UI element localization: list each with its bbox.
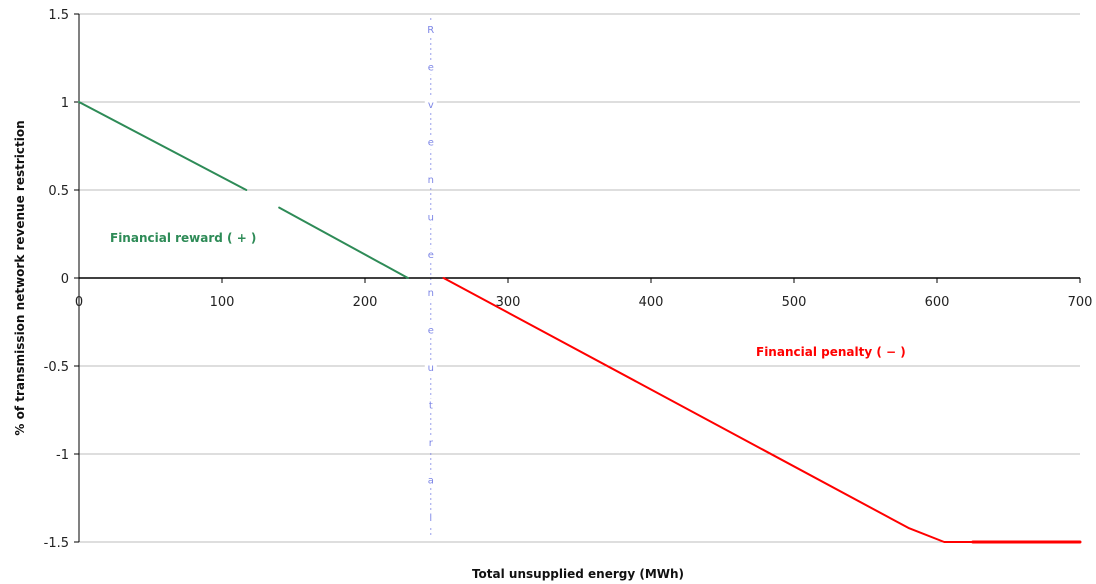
x-tick-label: 700 — [1068, 295, 1093, 310]
neutral-letter: n — [428, 288, 434, 299]
revenue-neutral-band: Re v e n u e n e u t r a l — [424, 18, 437, 538]
neutral-letter: u — [428, 363, 434, 374]
x-tick-label: 0 — [75, 295, 83, 310]
neutral-letter-bg — [424, 473, 437, 488]
neutral-letter: a — [428, 475, 434, 486]
neutral-letter-bg — [424, 285, 437, 300]
neutral-letter-bg — [424, 98, 437, 113]
y-tick-label: 1.5 — [48, 8, 69, 23]
neutral-letter-bg — [424, 360, 437, 375]
x-axis-label: Total unsupplied energy (MWh) — [472, 567, 684, 581]
neutral-letter: e — [428, 250, 434, 261]
neutral-letter-bg — [424, 173, 437, 188]
neutral-letter: v — [428, 100, 434, 111]
neutral-letter: l — [429, 513, 432, 524]
neutral-letter-bg — [424, 398, 437, 413]
x-tick-label: 500 — [782, 295, 807, 310]
y-tick-label: -1 — [56, 448, 69, 463]
neutral-letter: e — [428, 325, 434, 336]
neutral-letter-bg — [424, 135, 437, 150]
reward-line-segment — [278, 206, 409, 279]
neutral-letter-bg — [424, 248, 437, 263]
tick-labels: 1.5 1 0.5 0 -0.5 -1 -1.5 0 100 200 300 400 500 600 700 — [44, 8, 1093, 551]
series-lines — [78, 101, 1082, 544]
y-tick-label: -0.5 — [44, 360, 69, 375]
neutral-letter: u — [428, 213, 434, 224]
neutral-letter-bg — [424, 210, 437, 225]
neutral-letter-bg — [424, 435, 437, 450]
neutral-letter-bg — [424, 511, 437, 525]
axes — [74, 13, 1081, 543]
x-tick-label: 100 — [210, 295, 235, 310]
x-tick-label: 300 — [496, 295, 521, 310]
neutral-letter: R — [427, 25, 434, 36]
penalty-line-segment — [442, 277, 974, 543]
neutral-letter: e — [428, 138, 434, 149]
y-tick-label: 0.5 — [48, 184, 69, 199]
x-tick-label: 600 — [925, 295, 950, 310]
neutral-letter: n — [428, 175, 434, 186]
neutral-letter: e — [428, 63, 434, 74]
x-tick-label: 200 — [353, 295, 378, 310]
y-tick-label: 1 — [61, 96, 69, 111]
x-tick-label: 400 — [639, 295, 664, 310]
neutral-letter-bg — [424, 60, 437, 75]
y-tick-label: -1.5 — [44, 536, 69, 551]
y-tick-label: 0 — [61, 272, 69, 287]
neutral-letter: r — [429, 438, 434, 449]
reward-line-segment — [78, 101, 248, 191]
neutral-letter-bg — [424, 23, 437, 37]
annotation-financial-penalty: Financial penalty ( − ) — [756, 345, 906, 359]
y-axis-label: % of transmission network revenue restri… — [13, 120, 27, 435]
neutral-letter-bg — [424, 323, 437, 338]
annotation-financial-reward: Financial reward ( + ) — [110, 231, 256, 245]
neutral-letter: t — [429, 400, 433, 411]
